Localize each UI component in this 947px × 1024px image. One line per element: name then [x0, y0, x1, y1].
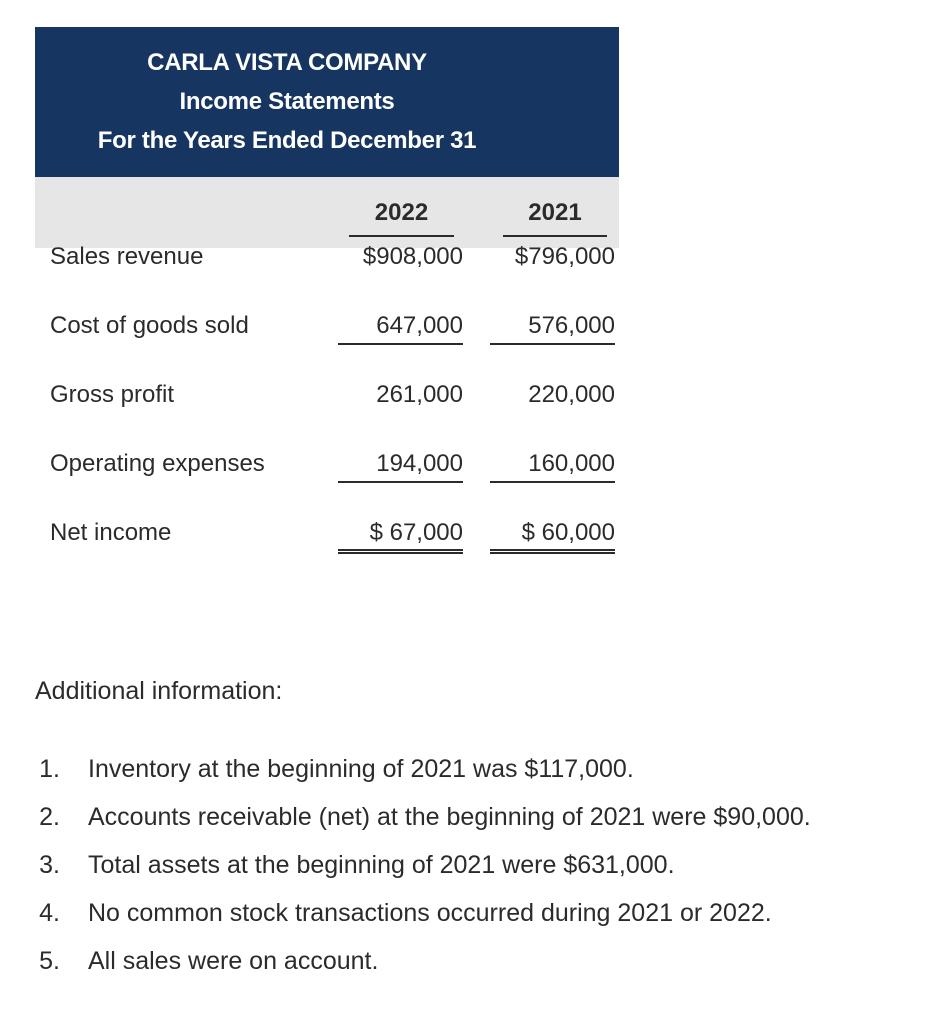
item-text: Total assets at the beginning of 2021 we…	[88, 851, 675, 879]
row-label: Net income	[50, 519, 172, 546]
item-text: All sales were on account.	[88, 947, 379, 975]
row-label: Sales revenue	[50, 243, 204, 270]
item-text: No common stock transactions occurred du…	[88, 899, 772, 927]
row-label: Cost of goods sold	[50, 312, 249, 339]
table-row-operating-expenses: Operating expenses 194,000 160,000	[35, 444, 655, 484]
value-2022: $908,000	[362, 243, 463, 270]
value-2022: 261,000	[376, 381, 463, 408]
value-2022: 194,000	[338, 450, 463, 483]
item-number: 5.	[39, 947, 60, 975]
row-label: Operating expenses	[50, 450, 265, 477]
value-2021: 576,000	[490, 312, 615, 345]
year-column-headers: 2022 2021	[35, 177, 619, 248]
row-label: Gross profit	[50, 381, 175, 408]
item-number: 3.	[39, 851, 60, 879]
item-text: Inventory at the beginning of 2021 was $…	[88, 755, 634, 783]
table-row-net-income: Net income $ 67,000 $ 60,000	[35, 513, 655, 554]
item-number: 2.	[39, 803, 60, 831]
table-row-cost-of-goods-sold: Cost of goods sold 647,000 576,000	[35, 306, 655, 346]
statement-title: Income Statements	[179, 88, 395, 115]
company-name: CARLA VISTA COMPANY	[147, 49, 427, 76]
value-2021: 220,000	[528, 381, 615, 408]
statement-header: CARLA VISTA COMPANY Income Statements Fo…	[35, 27, 619, 177]
value-2021: $796,000	[514, 243, 615, 270]
table-row-sales-revenue: Sales revenue $908,000 $796,000	[35, 237, 655, 277]
value-2021: 160,000	[490, 450, 615, 483]
item-number: 1.	[39, 755, 60, 783]
value-2021: $ 60,000	[490, 519, 615, 554]
item-number: 4.	[39, 899, 60, 927]
item-text: Accounts receivable (net) at the beginni…	[88, 803, 811, 831]
year-header-2022: 2022	[349, 199, 454, 237]
statement-period: For the Years Ended December 31	[97, 127, 477, 154]
value-2022: $ 67,000	[338, 519, 463, 554]
table-row-gross-profit: Gross profit 261,000 220,000	[35, 375, 655, 415]
income-statement-table: CARLA VISTA COMPANY Income Statements Fo…	[35, 27, 619, 248]
value-2022: 647,000	[338, 312, 463, 345]
additional-info-heading: Additional information:	[35, 677, 283, 705]
year-header-2021: 2021	[503, 199, 607, 237]
